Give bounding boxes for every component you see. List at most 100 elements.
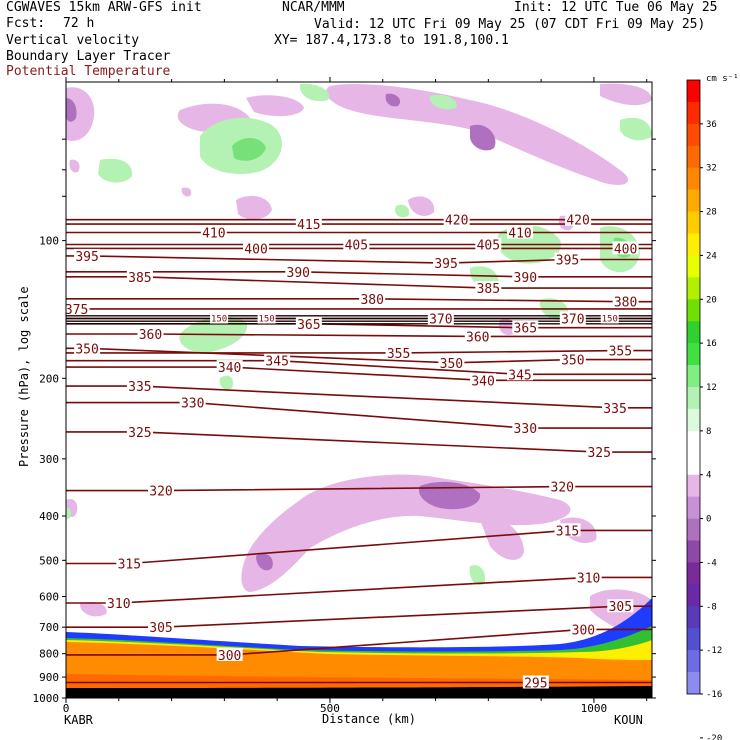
w-negative-area (385, 93, 401, 107)
colorbar-label: 0 (706, 515, 711, 525)
w-negative-area (66, 87, 95, 141)
theta-label: 375 (65, 303, 88, 318)
theta-label-bg (512, 320, 539, 334)
colorbar-swatch (687, 584, 700, 607)
theta-label-bg (549, 479, 576, 493)
theta-label: 410 (202, 227, 225, 242)
theta-label: 355 (609, 345, 632, 360)
colorbar-swatch (687, 211, 700, 234)
theta-line (66, 401, 652, 429)
colorbar-swatch (687, 540, 700, 563)
theta-label: 325 (587, 446, 610, 461)
tropopause-label-bg (257, 313, 276, 324)
org-label: NCAR/MMM (282, 0, 345, 15)
theta-label-bg (74, 248, 101, 262)
theta-label-bg (522, 675, 549, 689)
theta-label-bg (586, 445, 613, 459)
theta-label-bg (512, 269, 539, 283)
colorbar-label: 20 (706, 295, 717, 305)
theta-label-bg (607, 599, 634, 613)
theta-label: 340 (218, 361, 241, 376)
colorbar-swatch (687, 496, 700, 519)
colorbar-swatch (687, 365, 700, 388)
theta-label-bg (470, 373, 497, 387)
theta-label-bg (559, 311, 586, 325)
colorbar-swatch (687, 189, 700, 212)
colorbar-swatch (687, 321, 700, 344)
theta-label-bg (105, 596, 132, 610)
theta-label-bg (63, 301, 90, 315)
x-axis-title: Distance (km) (322, 712, 416, 726)
theta-label: 415 (297, 218, 320, 233)
valid-time: Valid: 12 UTC Fri 09 May 25 (07 CDT Fri … (314, 17, 706, 32)
theta-line (66, 529, 652, 565)
colorbar-swatch (687, 672, 700, 695)
theta-label: 355 (387, 347, 410, 362)
y-tick-label: 700 (39, 621, 59, 634)
theta-contours (66, 218, 652, 684)
colorbar-swatch (687, 101, 700, 125)
theta-label-bg (464, 329, 491, 343)
xy-endpoints: XY= 187.4,173.8 to 191.8,100.1 (274, 33, 509, 48)
theta-label: 395 (75, 250, 98, 265)
theta-label: 340 (471, 374, 494, 389)
theta-label-bg (475, 281, 502, 295)
w-positive-area (429, 94, 457, 110)
colorbar-swatch (687, 167, 700, 190)
theta-label-bg (148, 620, 175, 634)
y-axis-ticks: 100 200 300 400 500 600 700 800 900 1000 (33, 138, 656, 705)
theta-line (66, 271, 652, 278)
colorbar-swatch (687, 387, 700, 410)
w-positive-area (620, 117, 652, 141)
theta-label-bg (359, 291, 386, 305)
colorbar-swatch (687, 650, 700, 673)
w-positive-area (299, 83, 330, 102)
theta-label: 300 (218, 649, 241, 664)
w-positive-area (66, 507, 71, 520)
colorbar-label: -12 (706, 646, 722, 656)
theta-label-bg (507, 225, 534, 239)
var-tracer: Boundary Layer Tracer (6, 49, 171, 64)
colorbar-swatch (687, 123, 700, 147)
theta-label-bg (612, 241, 639, 255)
y-tick-label: 600 (39, 591, 59, 604)
theta-label: 345 (508, 368, 531, 383)
theta-label-bg (575, 570, 602, 584)
theta-label-bg (200, 225, 227, 239)
theta-label: 330 (181, 397, 204, 412)
colorbar-swatch (687, 628, 700, 651)
theta-label: 420 (445, 214, 468, 229)
theta-label: 350 (75, 342, 98, 357)
theta-label: 350 (561, 354, 584, 369)
theta-label: 410 (508, 227, 531, 242)
theta-label: 365 (514, 322, 537, 337)
plot-frame (65, 81, 653, 699)
theta-line (66, 431, 652, 453)
colorbar-swatch (687, 474, 700, 497)
colorbar-swatch (687, 343, 700, 366)
theta-contour-labels: 420 420 415 410 410 405 405 400 400 395 395 395 390 3… (63, 212, 639, 692)
theta-label: 305 (609, 600, 632, 615)
theta-label-bg (216, 360, 243, 374)
w-negative-area (241, 474, 571, 592)
theta-label-bg (438, 355, 465, 369)
w-positive-area (469, 565, 486, 586)
theta-label: 405 (477, 239, 500, 254)
theta-label: 360 (139, 328, 162, 343)
y-tick-label: 900 (39, 671, 59, 684)
theta-label-bg (137, 326, 164, 340)
colorbar-label: 16 (706, 339, 717, 349)
colorbar: 36 32 28 24 20 16 12 8 4 0 -4 -8 -12 -16 -20 (686, 79, 722, 740)
colorbar-swatch (687, 606, 700, 629)
theta-label: 320 (149, 485, 172, 500)
theta-line (66, 349, 652, 354)
colorbar-label: 8 (706, 427, 711, 437)
colorbar-unit: cm s⁻¹ (706, 74, 739, 84)
w-negative-area (80, 601, 107, 617)
theta-line (66, 359, 652, 376)
w-negative-area (326, 83, 629, 185)
theta-label-bg (295, 316, 322, 330)
theta-label: 330 (514, 422, 537, 437)
colorbar-label: 36 (706, 120, 717, 130)
